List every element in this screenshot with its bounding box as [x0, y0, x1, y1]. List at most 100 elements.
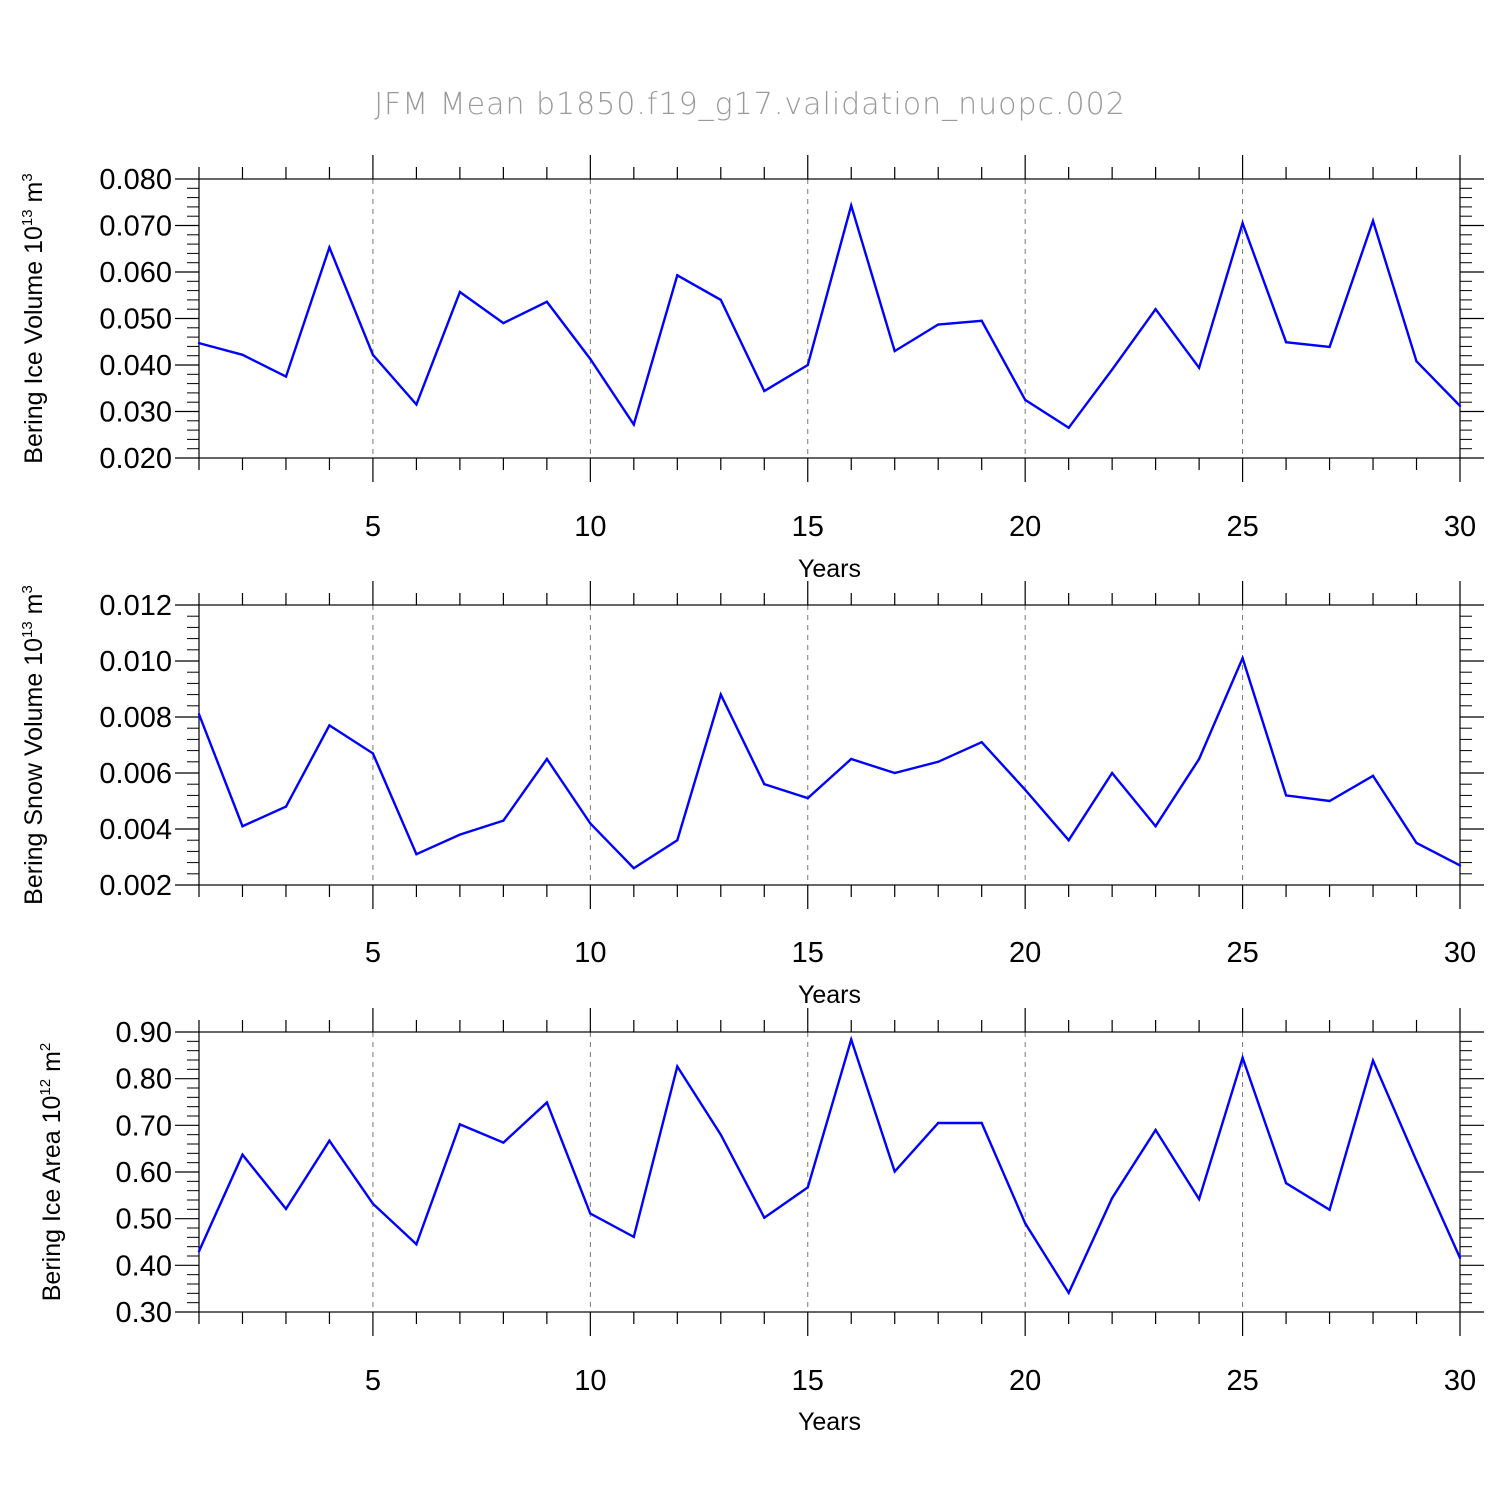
- x-tick-label: 15: [792, 937, 824, 969]
- y-tick-label: 0.012: [99, 590, 172, 622]
- x-tick-label: 15: [792, 511, 824, 543]
- data-point: [458, 833, 462, 836]
- data-point: [241, 825, 244, 828]
- y-tick-label: 0.50: [116, 1204, 172, 1236]
- data-point: [371, 752, 375, 755]
- y-tick-label: 0.60: [116, 1157, 172, 1189]
- data-point: [980, 741, 983, 744]
- data-point: [763, 783, 766, 786]
- data-point: [632, 423, 636, 426]
- y-tick-label: 0.004: [99, 814, 172, 846]
- x-tick-label: 5: [365, 937, 381, 969]
- data-point: [545, 757, 549, 761]
- data-point: [1458, 404, 1462, 408]
- y-axis-title: Bering Ice Volume 1013 m3: [19, 173, 48, 463]
- data-point: [589, 1212, 592, 1215]
- x-tick-label: 10: [574, 1365, 606, 1397]
- data-point: [806, 1186, 809, 1189]
- data-point: [1023, 788, 1027, 791]
- data-point: [1197, 757, 1201, 761]
- x-tick-label: 10: [574, 937, 606, 969]
- data-point: [806, 363, 809, 367]
- data-point: [458, 1123, 462, 1126]
- data-point: [1415, 841, 1418, 845]
- data-point: [415, 403, 418, 406]
- data-point: [1328, 1208, 1331, 1212]
- data-point: [1241, 221, 1244, 225]
- x-tick-label: 25: [1226, 511, 1258, 543]
- plot-frame: [198, 604, 1461, 886]
- x-tick-label: 30: [1444, 1365, 1476, 1397]
- data-point: [676, 1065, 679, 1068]
- data-point: [1458, 864, 1462, 867]
- data-point: [1415, 1159, 1418, 1163]
- data-point: [502, 1141, 505, 1144]
- x-tick-label: 10: [574, 511, 606, 543]
- data-point: [1110, 368, 1114, 371]
- plot-frame: [198, 1031, 1461, 1313]
- data-point: [284, 1207, 288, 1211]
- data-point: [197, 713, 201, 716]
- data-point: [502, 321, 505, 325]
- data-point: [241, 353, 244, 356]
- data-point: [1110, 1196, 1114, 1200]
- data-point: [763, 389, 766, 393]
- data-point: [589, 357, 592, 361]
- data-point: [632, 1235, 636, 1239]
- y-tick-label: 0.010: [99, 646, 172, 678]
- x-tick-label: 20: [1009, 1365, 1041, 1397]
- x-tick-label: 5: [365, 511, 381, 543]
- data-point: [1284, 794, 1288, 797]
- x-tick-label: 15: [792, 1365, 824, 1397]
- data-point: [328, 246, 331, 249]
- data-point: [1067, 426, 1070, 429]
- data-point: [1241, 657, 1244, 660]
- y-tick-label: 0.008: [99, 702, 172, 734]
- data-series-line: [197, 1035, 1462, 1296]
- x-tick-label: 5: [365, 1365, 381, 1397]
- y-tick-label: 0.002: [99, 870, 172, 902]
- data-point: [980, 1121, 983, 1125]
- data-point: [502, 819, 505, 822]
- data-point: [589, 822, 592, 825]
- y-tick-label: 0.020: [99, 443, 172, 475]
- data-point: [545, 1101, 549, 1104]
- data-point: [1284, 1182, 1288, 1185]
- y-tick-label: 0.070: [99, 211, 172, 243]
- figure-title: JFM Mean b1850.f19_g17.validation_nuopc.…: [374, 87, 1126, 122]
- x-axis-title: Years: [798, 981, 861, 1009]
- data-point: [937, 323, 940, 326]
- data-point: [1067, 839, 1070, 842]
- data-point: [415, 853, 418, 856]
- data-point: [1197, 366, 1201, 369]
- data-point: [371, 353, 375, 356]
- y-axis-title: Bering Snow Volume 1013 m3: [19, 585, 48, 905]
- y-tick-label: 0.060: [99, 257, 172, 289]
- y-tick-label: 0.080: [99, 164, 172, 196]
- data-point: [415, 1243, 418, 1246]
- data-point: [1371, 219, 1375, 223]
- y-tick-label: 0.70: [116, 1110, 172, 1142]
- x-axis-title: Years: [798, 555, 861, 583]
- data-point: [1023, 1222, 1027, 1225]
- y-tick-label: 0.40: [116, 1250, 172, 1282]
- data-point: [241, 1153, 244, 1156]
- data-point: [893, 349, 896, 353]
- chart-panel-2: 0.002 0.004 0.006 0.008 0.010 0.012 5 10 15 20 25 3…: [19, 581, 1484, 1009]
- data-point: [893, 771, 896, 775]
- data-point: [284, 805, 288, 808]
- data-point: [1371, 774, 1375, 777]
- x-tick-label: 25: [1226, 1365, 1258, 1397]
- data-point: [328, 1139, 331, 1142]
- data-point: [763, 1216, 766, 1219]
- data-point: [328, 724, 331, 727]
- y-tick-label: 0.030: [99, 397, 172, 429]
- data-point: [197, 1250, 201, 1253]
- y-tick-label: 0.006: [99, 758, 172, 790]
- data-point: [850, 757, 853, 761]
- y-tick-label: 0.050: [99, 304, 172, 336]
- data-point: [676, 839, 679, 842]
- y-axis-title: Bering Ice Area 1012 m2: [37, 1043, 66, 1302]
- data-point: [1328, 799, 1331, 803]
- data-point: [1415, 360, 1418, 363]
